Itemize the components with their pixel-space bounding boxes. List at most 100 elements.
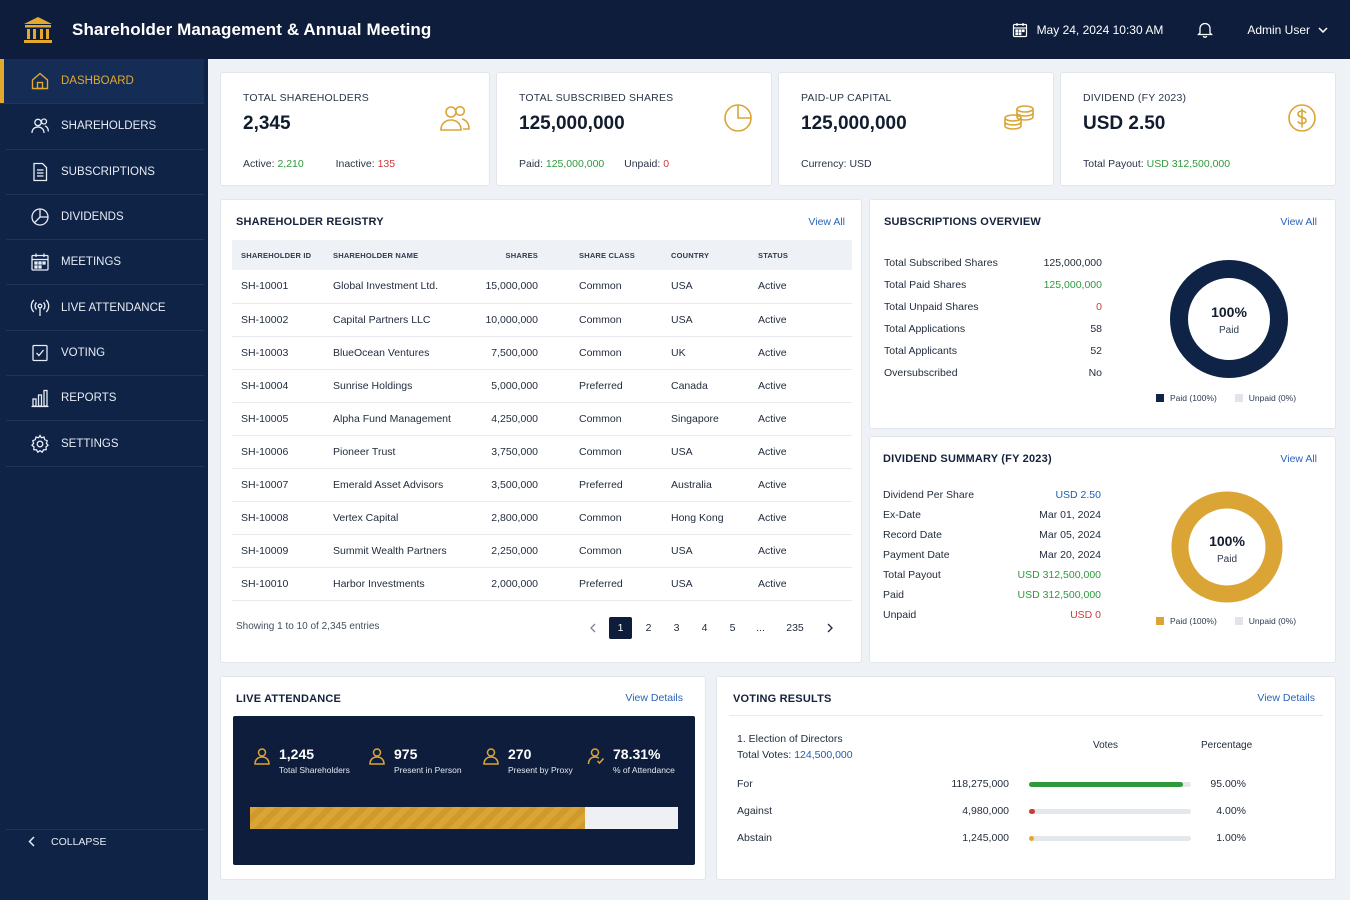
summary-label: Payment Date [883,549,950,561]
summary-label: Total Subscribed Shares [884,257,998,269]
summary-row: Total Applications 58 [884,318,1102,340]
vote-count: 118,275,000 [951,778,1009,790]
total-votes: Total Votes: 124,500,000 [737,749,853,761]
page-button-2[interactable]: 2 [645,622,652,634]
view-all-subscriptions-link[interactable]: View All [1280,216,1317,228]
table-row[interactable]: SH-10008 Vertex Capital 2,800,000 Common… [232,501,852,536]
section-title: DIVIDEND SUMMARY (FY 2023) [883,453,1052,465]
vote-count: 1,245,000 [962,832,1009,844]
sidebar-item-dividends[interactable]: DIVIDENDS [6,195,204,241]
stat-breakdown: Paid: 125,000,000 Unpaid: 0 [519,158,669,170]
table-row[interactable]: SH-10006 Pioneer Trust 3,750,000 Common … [232,435,852,470]
vote-bar-fill [1029,809,1036,814]
page-button-last[interactable]: 235 [786,622,804,634]
prev-page-button[interactable] [581,617,604,639]
summary-row: Total Paid Shares 125,000,000 [884,274,1102,296]
table-row[interactable]: SH-10004 Sunrise Holdings 5,000,000 Pref… [232,369,852,403]
section-title: LIVE ATTENDANCE [236,693,342,705]
inactive-count: 135 [377,158,396,170]
home-icon [30,71,50,91]
donut-legend: Paid (100%) Unpaid (0%) [1156,393,1296,403]
view-details-attendance-link[interactable]: View Details [625,692,683,704]
shareholder-table: SHAREHOLDER ID SHAREHOLDER NAME SHARES S… [232,240,852,602]
share-class: Common [570,336,662,370]
stat-label: DIVIDEND (FY 2023) [1083,92,1187,104]
sidebar-item-label: VOTING [61,346,106,359]
sidebar-item-live-attendance[interactable]: LIVE ATTENDANCE [6,285,204,331]
table-row[interactable]: SH-10001 Global Investment Ltd. 15,000,0… [232,270,852,304]
country: Hong Kong [662,501,749,536]
sidebar-item-settings[interactable]: SETTINGS [6,421,204,467]
stat-card-paid-up-capital: PAID-UP CAPITAL 125,000,000 Currency: US… [778,72,1054,186]
shares: 15,000,000 [474,270,570,304]
sidebar-item-dashboard[interactable]: DASHBOARD [0,59,204,105]
column-header[interactable]: SHARES [505,250,538,260]
summary-row: Total Unpaid Shares 0 [884,296,1102,318]
column-header[interactable]: SHAREHOLDER ID [241,250,312,260]
column-header[interactable]: COUNTRY [671,250,710,260]
sidebar-item-voting[interactable]: VOTING [6,331,204,377]
dividend-summary-panel: DIVIDEND SUMMARY (FY 2023) View All Divi… [869,436,1336,663]
user-icon [369,748,385,765]
vote-percent: 4.00% [1216,805,1246,817]
share-class: Common [570,303,662,337]
shareholder-id: SH-10005 [232,402,324,436]
stat-card-total-shareholders: TOTAL SHAREHOLDERS 2,345 Active: 2,210 I… [220,72,490,186]
status-badge: Active [749,369,852,403]
datetime-display: May 24, 2024 10:30 AM [1012,22,1163,38]
currency-value: USD [849,158,872,170]
page-button-5[interactable]: 5 [729,622,736,634]
column-header[interactable]: SHAREHOLDER NAME [333,250,419,260]
table-row[interactable]: SH-10002 Capital Partners LLC 10,000,000… [232,303,852,337]
country: UK [662,336,749,370]
collapse-label: COLLAPSE [51,835,107,848]
column-header[interactable]: SHARE CLASS [579,250,635,260]
table-row[interactable]: SH-10005 Alpha Fund Management 4,250,000… [232,402,852,436]
next-page-button[interactable] [818,617,841,639]
table-row[interactable]: SH-10007 Emerald Asset Advisors 3,500,00… [232,468,852,503]
page-ellipsis: ... [756,622,765,634]
page-button-3[interactable]: 3 [673,622,680,634]
sidebar-item-meetings[interactable]: MEETINGS [6,240,204,286]
sidebar-item-label: SUBSCRIPTIONS [61,165,155,178]
vote-option: Against [737,805,773,817]
column-header[interactable]: STATUS [758,250,789,260]
attendance-value: 78.31% [613,746,661,762]
view-all-registry-link[interactable]: View All [808,216,845,228]
table-row[interactable]: SH-10009 Summit Wealth Partners 2,250,00… [232,534,852,569]
country: USA [662,435,749,470]
notifications-button[interactable] [1197,21,1214,38]
sidebar-item-label: SHAREHOLDERS [61,120,157,133]
donut-percent: 100% [1209,533,1245,549]
user-menu[interactable]: Admin User [1247,23,1328,37]
page-button-4[interactable]: 4 [701,622,708,634]
summary-label: Paid [883,589,905,601]
view-all-dividends-link[interactable]: View All [1280,453,1317,465]
table-row[interactable]: SH-10010 Harbor Investments 2,000,000 Pr… [232,567,852,602]
sidebar-item-shareholders[interactable]: SHAREHOLDERS [6,104,204,150]
user-check-icon [587,748,605,765]
country: USA [662,303,749,337]
sidebar: DASHBOARD SHAREHOLDERS SUBSCRIPTIONS DIV… [0,59,208,900]
chevron-down-icon [1318,26,1328,33]
summary-value: 0 [1096,301,1102,313]
shareholder-name: Summit Wealth Partners [324,534,474,569]
table-row[interactable]: SH-10003 BlueOcean Ventures 7,500,000 Co… [232,336,852,370]
paid-shares: 125,000,000 [545,158,605,170]
page-button-1[interactable]: 1 [609,617,632,639]
summary-value: Mar 20, 2024 [1039,549,1101,561]
share-class: Common [570,501,662,536]
collapse-sidebar-button[interactable]: COLLAPSE [6,829,204,853]
sidebar-item-subscriptions[interactable]: SUBSCRIPTIONS [6,150,204,195]
sidebar-item-label: MEETINGS [61,256,122,269]
stat-card-dividend: DIVIDEND (FY 2023) USD 2.50 Total Payout… [1060,72,1336,186]
summary-row: Payment Date Mar 20, 2024 [883,545,1101,565]
percentage-column-header: Percentage [1201,740,1253,751]
sidebar-item-reports[interactable]: REPORTS [6,376,204,422]
view-details-voting-link[interactable]: View Details [1257,692,1315,704]
payout-value: USD 312,500,000 [1146,158,1231,170]
calendar-icon [30,252,50,272]
shareholder-id: SH-10007 [232,468,324,503]
share-class: Preferred [570,567,662,602]
country: USA [662,567,749,602]
